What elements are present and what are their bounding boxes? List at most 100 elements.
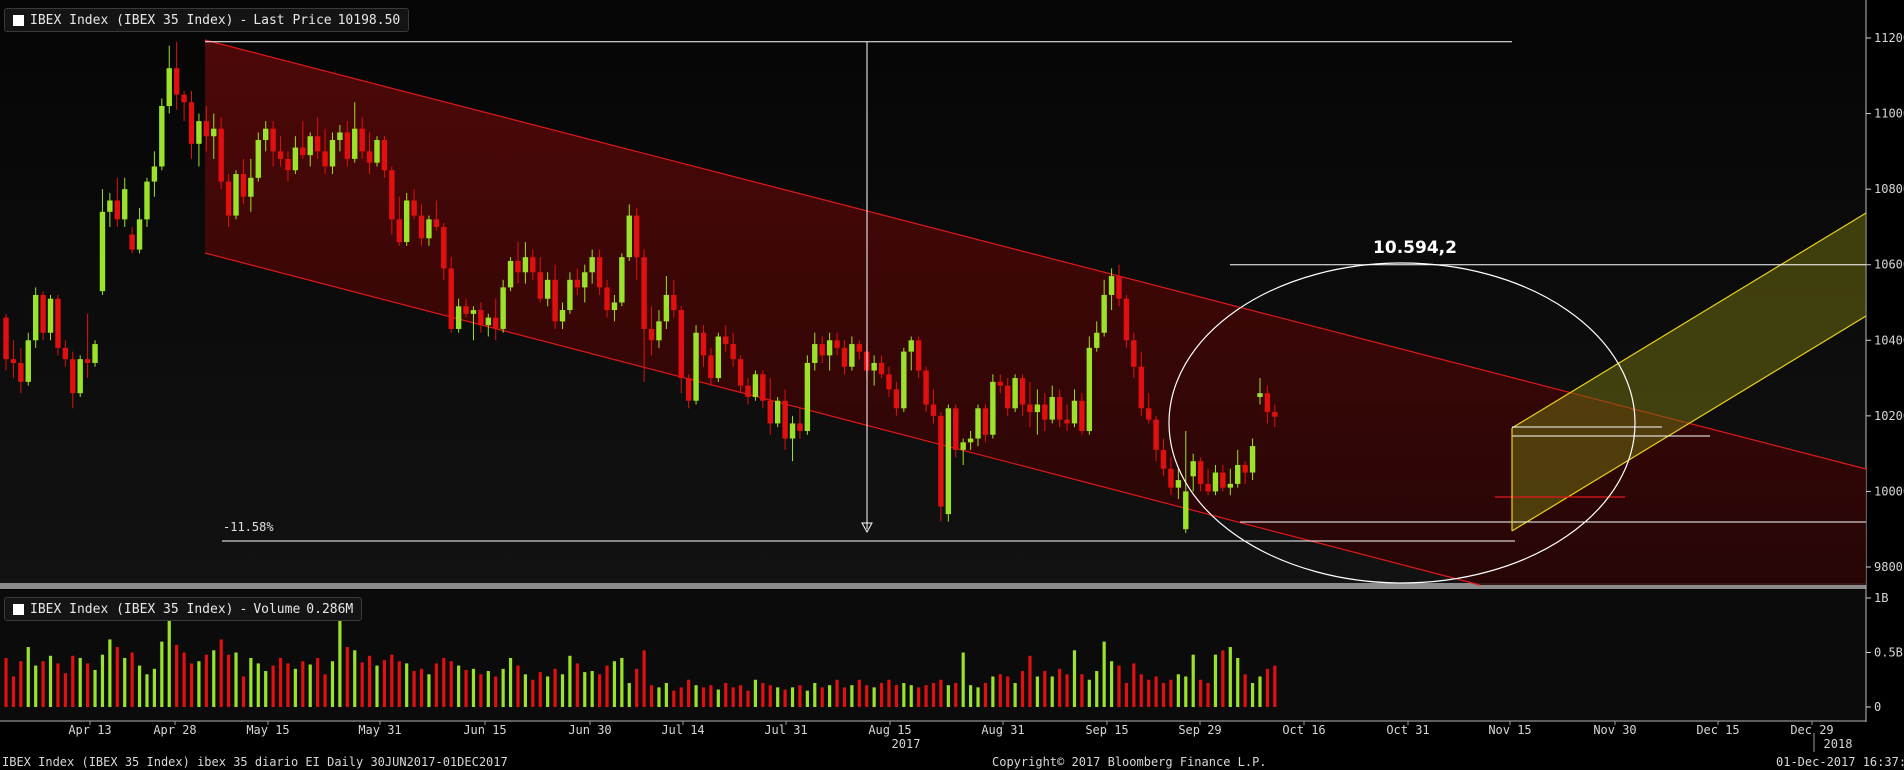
volume-bar xyxy=(1191,654,1195,707)
candle-body xyxy=(671,294,677,311)
candle-body xyxy=(55,298,61,348)
price-tick-label: 10400 xyxy=(1874,333,1904,347)
volume-bar xyxy=(1065,674,1069,707)
volume-bar xyxy=(746,690,750,707)
candle-body xyxy=(878,362,885,375)
volume-bar xyxy=(427,674,431,707)
volume-bar xyxy=(1043,671,1047,707)
date-tick-label: Aug 31 xyxy=(981,723,1024,737)
candle-body xyxy=(322,151,328,167)
candle-body xyxy=(1249,446,1256,473)
volume-bar xyxy=(41,661,45,707)
white-square-icon xyxy=(13,603,24,615)
candle-body xyxy=(1094,332,1100,348)
candle-body xyxy=(626,215,632,258)
volume-bar xyxy=(902,683,906,707)
candle-body xyxy=(389,170,395,220)
volume-bar xyxy=(464,669,468,707)
year-label: 2017 xyxy=(892,737,921,751)
candle-body xyxy=(841,347,848,367)
date-tick-label: Jun 30 xyxy=(568,723,611,737)
volume-bar xyxy=(612,661,617,707)
price-legend-sep: - xyxy=(239,12,248,28)
candle-body xyxy=(715,336,722,379)
volume-bar xyxy=(78,657,82,707)
volume-bar xyxy=(783,689,787,707)
price-legend-metric: Last Price xyxy=(253,12,332,28)
date-tick-label: Dec 15 xyxy=(1696,723,1739,737)
candle-body xyxy=(218,128,224,182)
candle-body xyxy=(1123,298,1130,341)
volume-bar xyxy=(367,655,372,707)
candle-body xyxy=(1101,294,1107,333)
candle-body xyxy=(596,257,603,288)
volume-bar xyxy=(731,687,735,707)
candle-body xyxy=(1235,464,1241,484)
volume-bars xyxy=(4,614,1277,707)
volume-bar xyxy=(598,674,602,707)
volume-bar xyxy=(1169,679,1173,707)
volume-bar xyxy=(909,685,913,707)
volume-bar xyxy=(679,687,683,707)
volume-bar xyxy=(865,685,869,707)
volume-bar xyxy=(1109,661,1114,707)
volume-bar xyxy=(857,679,861,707)
candle-body xyxy=(129,234,135,250)
volume-bar xyxy=(323,674,327,707)
volume-bar xyxy=(1102,641,1106,707)
volume-bar xyxy=(709,685,713,707)
candle-body xyxy=(700,332,707,356)
volume-bar xyxy=(1236,657,1240,707)
candle-body xyxy=(403,200,410,243)
candle-body xyxy=(953,408,959,450)
uptrend-lower-line xyxy=(1511,315,1867,532)
date-tick-label: Nov 30 xyxy=(1593,723,1636,737)
volume-bar xyxy=(894,685,898,707)
volume-bar xyxy=(961,652,965,707)
candle-body xyxy=(767,400,773,424)
candle-body xyxy=(812,344,818,363)
volume-bar xyxy=(1206,683,1210,707)
candle-body xyxy=(70,359,76,394)
candle-body xyxy=(544,279,551,299)
volume-bar xyxy=(798,685,802,707)
volume-bar xyxy=(271,665,275,707)
candle-body xyxy=(114,200,120,220)
volume-bar xyxy=(1095,671,1099,707)
price-legend[interactable]: IBEX Index (IBEX 35 Index) - Last Price … xyxy=(4,8,410,32)
candle-body xyxy=(819,344,825,356)
channel-lower-line xyxy=(204,252,1481,586)
candle-body xyxy=(641,257,647,329)
candle-body xyxy=(1034,404,1041,413)
volume-bar xyxy=(471,668,476,707)
candle-body xyxy=(723,336,729,345)
volume-bar xyxy=(1213,654,1218,707)
volume-bar xyxy=(501,668,505,707)
volume-bar xyxy=(152,668,156,707)
candle-body xyxy=(997,381,1003,386)
volume-bar xyxy=(390,654,394,707)
volume-bar xyxy=(249,657,253,707)
volume-bar xyxy=(998,674,1002,707)
volume-legend[interactable]: IBEX Index (IBEX 35 Index) - Volume 0.28… xyxy=(4,597,363,621)
volume-bar xyxy=(538,672,542,707)
candle-body xyxy=(352,128,358,159)
candle-body xyxy=(1027,404,1033,413)
volume-bar xyxy=(330,661,335,707)
volume-bar xyxy=(308,664,312,707)
candle-body xyxy=(32,294,39,341)
volume-bar xyxy=(479,674,483,707)
candle-body xyxy=(967,438,974,443)
candle-body xyxy=(500,287,506,329)
volume-bar xyxy=(724,683,728,707)
candle-body xyxy=(92,344,98,363)
volume-bar xyxy=(583,672,587,707)
candle-body xyxy=(1131,340,1137,367)
candle-body xyxy=(122,189,128,220)
candle-body xyxy=(307,136,313,156)
volume-bar xyxy=(687,679,691,707)
volume-bar xyxy=(71,655,75,707)
volume-bar xyxy=(241,676,246,707)
candle-body xyxy=(1227,483,1233,488)
